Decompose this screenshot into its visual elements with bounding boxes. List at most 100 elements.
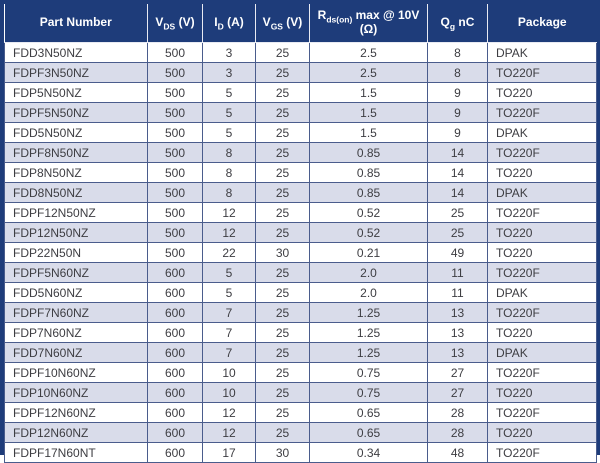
cell-package: TO220F [487, 142, 597, 163]
column-header-qg: Qg nC [427, 4, 488, 43]
table-row: FDPF5N50NZ 500 5 25 1.5 9 TO220F [4, 102, 597, 123]
header-subscript: D [217, 21, 224, 32]
cell-vgs: 25 [255, 42, 310, 63]
cell-rdson: 2.0 [309, 262, 428, 283]
cell-vgs: 25 [255, 282, 310, 303]
table-row: FDD5N50NZ 500 5 25 1.5 9 DPAK [4, 122, 597, 143]
column-header-package: Package [487, 4, 597, 43]
cell-id: 5 [202, 102, 256, 123]
cell-part-number: FDD3N50NZ [4, 42, 148, 63]
cell-qg: 14 [427, 162, 488, 183]
table-row: FDPF3N50NZ 500 3 25 2.5 8 TO220F [4, 62, 597, 83]
cell-part-number: FDPF5N50NZ [4, 102, 148, 123]
cell-qg: 13 [427, 342, 488, 363]
column-header-id: ID (A) [202, 4, 256, 43]
cell-id: 7 [202, 342, 256, 363]
cell-vds: 500 [147, 42, 203, 63]
cell-vgs: 25 [255, 162, 310, 183]
table-row: FDP7N60NZ 600 7 25 1.25 13 TO220 [4, 322, 597, 343]
cell-rdson: 0.85 [309, 162, 428, 183]
table-body: FDD3N50NZ 500 3 25 2.5 8 DPAK FDPF3N50NZ 500 3 25 2… [4, 42, 597, 463]
cell-part-number: FDD5N50NZ [4, 122, 148, 143]
cell-id: 3 [202, 42, 256, 63]
header-subscript: GS [270, 21, 283, 32]
cell-package: TO220 [487, 382, 597, 403]
cell-id: 12 [202, 402, 256, 423]
cell-rdson: 0.85 [309, 142, 428, 163]
column-header-rdson: Rds(on) max @ 10V (Ω) [309, 4, 428, 43]
cell-package: TO220 [487, 162, 597, 183]
cell-package: TO220F [487, 62, 597, 83]
cell-rdson: 0.52 [309, 222, 428, 243]
cell-vds: 500 [147, 162, 203, 183]
cell-package: TO220 [487, 82, 597, 103]
cell-package: TO220F [487, 302, 597, 323]
cell-qg: 28 [427, 402, 488, 423]
cell-vgs: 25 [255, 122, 310, 143]
cell-qg: 14 [427, 182, 488, 203]
cell-rdson: 0.85 [309, 182, 428, 203]
cell-part-number: FDPF7N60NZ [4, 302, 148, 323]
cell-qg: 9 [427, 102, 488, 123]
cell-vgs: 30 [255, 442, 310, 463]
table-row: FDPF12N50NZ 500 12 25 0.52 25 TO220F [4, 202, 597, 223]
cell-id: 12 [202, 202, 256, 223]
cell-rdson: 0.65 [309, 422, 428, 443]
cell-vgs: 25 [255, 362, 310, 383]
cell-id: 12 [202, 222, 256, 243]
cell-id: 5 [202, 262, 256, 283]
mosfet-spec-table: Part Number VDS (V) ID (A) VGS (V) Rds(on) m… [4, 4, 597, 463]
cell-part-number: FDD8N50NZ [4, 182, 148, 203]
cell-rdson: 0.75 [309, 362, 428, 383]
cell-id: 5 [202, 82, 256, 103]
cell-qg: 25 [427, 222, 488, 243]
column-header-vds: VDS (V) [147, 4, 203, 43]
table-row: FDP22N50N 500 22 30 0.21 49 TO220 [4, 242, 597, 263]
cell-rdson: 0.65 [309, 402, 428, 423]
cell-package: TO220F [487, 202, 597, 223]
table-row: FDP5N50NZ 500 5 25 1.5 9 TO220 [4, 82, 597, 103]
cell-package: TO220F [487, 442, 597, 463]
cell-vds: 500 [147, 222, 203, 243]
cell-rdson: 0.34 [309, 442, 428, 463]
cell-rdson: 0.52 [309, 202, 428, 223]
cell-rdson: 0.75 [309, 382, 428, 403]
cell-qg: 9 [427, 82, 488, 103]
cell-vgs: 25 [255, 82, 310, 103]
cell-part-number: FDPF10N60NZ [4, 362, 148, 383]
cell-package: TO220F [487, 102, 597, 123]
table-row: FDD3N50NZ 500 3 25 2.5 8 DPAK [4, 42, 597, 63]
cell-id: 5 [202, 282, 256, 303]
cell-part-number: FDPF12N50NZ [4, 202, 148, 223]
cell-id: 12 [202, 422, 256, 443]
cell-id: 10 [202, 382, 256, 403]
cell-package: DPAK [487, 342, 597, 363]
cell-vds: 500 [147, 142, 203, 163]
cell-vgs: 25 [255, 382, 310, 403]
cell-part-number: FDPF5N60NZ [4, 262, 148, 283]
cell-vds: 600 [147, 342, 203, 363]
cell-rdson: 1.25 [309, 342, 428, 363]
cell-package: DPAK [487, 282, 597, 303]
cell-vgs: 25 [255, 402, 310, 423]
cell-vds: 500 [147, 82, 203, 103]
table-row: FDPF7N60NZ 600 7 25 1.25 13 TO220F [4, 302, 597, 323]
cell-vgs: 25 [255, 322, 310, 343]
cell-rdson: 1.25 [309, 322, 428, 343]
cell-package: DPAK [487, 182, 597, 203]
cell-package: TO220 [487, 322, 597, 343]
cell-id: 3 [202, 62, 256, 83]
cell-vds: 500 [147, 242, 203, 263]
table-row: FDPF8N50NZ 500 8 25 0.85 14 TO220F [4, 142, 597, 163]
cell-qg: 49 [427, 242, 488, 263]
cell-package: TO220F [487, 262, 597, 283]
cell-part-number: FDP12N60NZ [4, 422, 148, 443]
cell-part-number: FDP22N50N [4, 242, 148, 263]
cell-vds: 600 [147, 382, 203, 403]
cell-vds: 500 [147, 62, 203, 83]
cell-qg: 11 [427, 282, 488, 303]
cell-qg: 11 [427, 262, 488, 283]
table-row: FDPF5N60NZ 600 5 25 2.0 11 TO220F [4, 262, 597, 283]
cell-vds: 500 [147, 202, 203, 223]
